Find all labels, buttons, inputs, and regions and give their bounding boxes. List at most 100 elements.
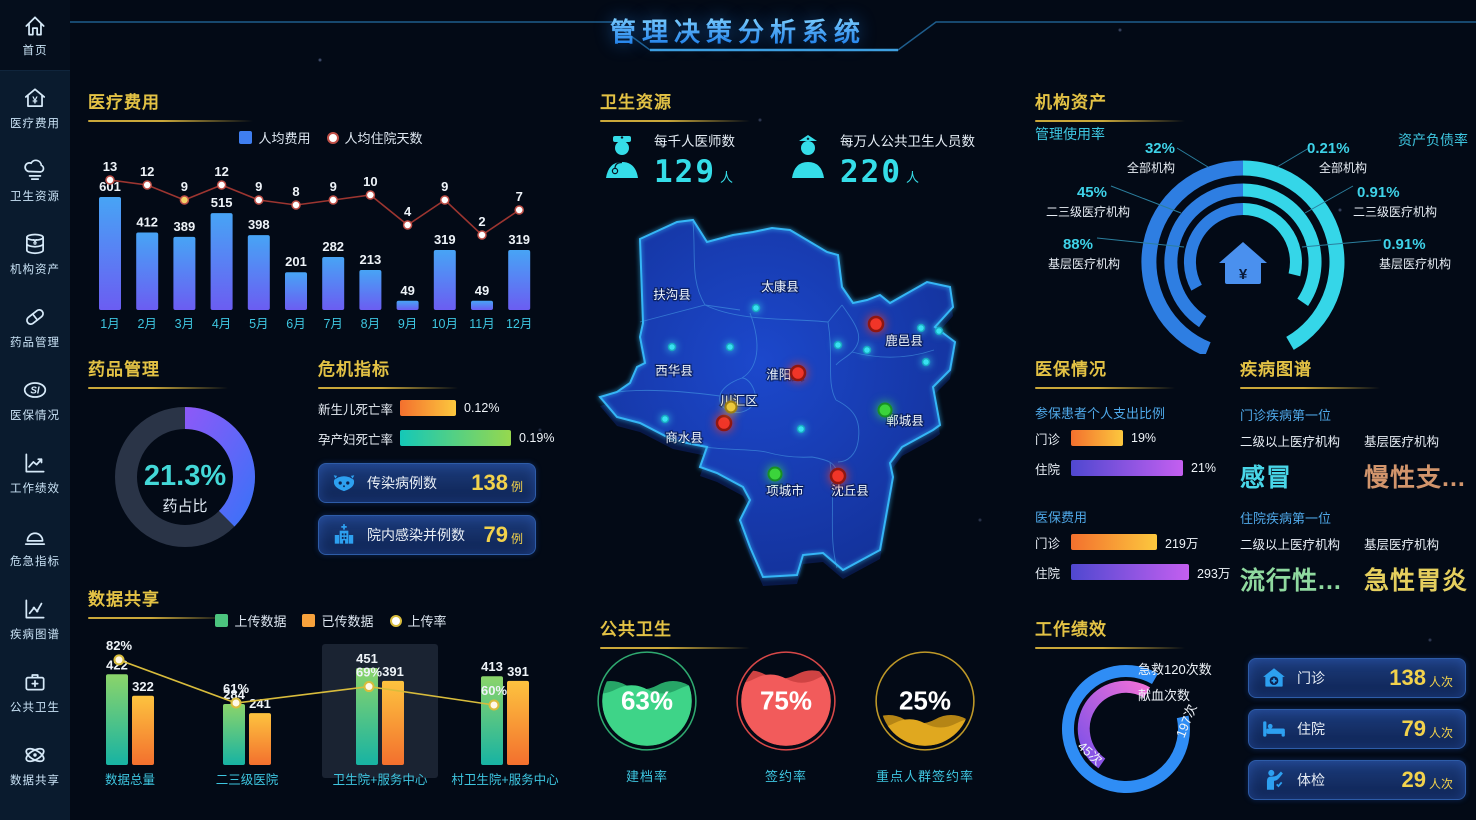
hospital-building-icon: [334, 524, 354, 544]
share-x-label: 数据总量: [105, 772, 155, 787]
house-yuan-icon: ¥: [24, 87, 46, 107]
sent-bar-value: 322: [132, 679, 154, 694]
upload-bar: [481, 676, 503, 765]
card-unit: 例: [510, 531, 523, 546]
share-x-label: 村卫生院+服务中心: [451, 772, 559, 787]
doctor-icon: [606, 136, 638, 178]
usage-all-label: 全部机构: [1126, 161, 1175, 175]
sidebar-item-label: 首页: [22, 44, 48, 57]
highlight-band: [322, 644, 438, 778]
expense-bar-value: 49: [400, 283, 414, 298]
sidebar-item-data-share[interactable]: 数据共享: [0, 728, 70, 801]
expense-x-label: 4月: [212, 317, 231, 331]
hospital-infection-card: 院内感染并例数 79 例: [318, 515, 536, 555]
sidebar-item-drug-mgmt[interactable]: 药品管理: [0, 290, 70, 363]
legend-label: 人均住院天数: [344, 131, 423, 146]
usage-grassroots-value: 88%: [1062, 236, 1093, 253]
expense-bar: [173, 236, 196, 310]
sidebar-item-label: 药品管理: [10, 336, 60, 349]
expense-x-label: 8月: [361, 317, 380, 331]
expense-x-label: 7月: [323, 317, 342, 331]
section-title: 医保情况: [1035, 360, 1107, 379]
drug-ratio-label: 药占比: [162, 498, 207, 515]
legend-item-line[interactable]: 人均住院天数: [326, 128, 423, 147]
expense-line-dot: [514, 205, 524, 215]
expense-bar-value: 389: [174, 219, 196, 234]
upload-bar: [106, 674, 128, 765]
usage-rate-subtitle: 管理使用率: [1035, 126, 1105, 142]
sidebar-item-medical-fee[interactable]: ¥ 医疗费用: [0, 71, 70, 144]
inpatient-ratio-bar: [1071, 460, 1183, 476]
expense-x-label: 6月: [286, 317, 305, 331]
sidebar-item-public-health[interactable]: 公共卫生: [0, 655, 70, 728]
upload-rate-line: [118, 659, 495, 706]
expense-line-dot: [291, 200, 301, 210]
expense-line-dot: [402, 220, 413, 230]
drug-donut-chart: 21.3% 药占比: [115, 407, 255, 547]
expense-bar-value: 398: [248, 217, 270, 232]
sidebar-item-disease-atlas[interactable]: 疾病图谱: [0, 582, 70, 655]
legend-item-sent[interactable]: 已传数据: [302, 611, 374, 630]
debt-all-label: 全部机构: [1319, 161, 1368, 175]
debt-rate-subtitle: 资产负债率: [1398, 132, 1468, 148]
bar-label: 门诊: [1035, 536, 1061, 551]
legend-item-bar[interactable]: 人均费用: [239, 128, 311, 147]
legend-item-rate[interactable]: 上传率: [389, 611, 447, 630]
svg-text:¥: ¥: [32, 95, 38, 106]
clinic-icon: [1263, 668, 1285, 687]
expense-bar: [210, 213, 233, 310]
county-boundaries: [616, 221, 935, 569]
card-unit: 例: [510, 479, 523, 494]
sidebar-item-home[interactable]: 首页: [0, 0, 70, 71]
rate-line-dot: [230, 697, 242, 709]
title-underline: [600, 647, 750, 649]
liquid-gauge-chart: 25%: [875, 651, 975, 751]
map-dot-red: [789, 364, 807, 382]
share-x-label: 卫生院+服务中心: [333, 772, 428, 787]
map-dot-cyan: [796, 424, 806, 434]
rate-value: 0.19%: [519, 431, 555, 445]
connector-line: [1301, 239, 1382, 248]
data-share-panel: 数据共享 上传数据 已传数据 上传率 422322数据总量284241二三级医院…: [88, 585, 574, 817]
gauge-label: 建档率: [625, 769, 668, 784]
card-value: 138: [1389, 665, 1426, 690]
sidebar-item-org-assets[interactable]: ¥ 机构资产: [0, 217, 70, 290]
card-label: 住院: [1297, 721, 1325, 737]
rate-label: 孕产妇死亡率: [318, 432, 394, 447]
assets-gauge-chart: ¥: [1096, 147, 1382, 354]
sent-bar: [382, 680, 404, 765]
sent-bar: [507, 680, 529, 765]
usage-all-value: 32%: [1144, 140, 1175, 157]
debt-arc: [1242, 160, 1345, 350]
page-title: 管理决策分析系统: [0, 12, 1476, 49]
disease-value: 感冒: [1240, 464, 1293, 492]
expense-bar: [359, 269, 382, 310]
expense-line-value: 12: [214, 164, 228, 179]
expense-bar: [136, 232, 159, 310]
expense-line-value: 10: [363, 174, 377, 189]
connector-line: [1176, 147, 1209, 168]
bar-label: 住院: [1035, 462, 1061, 477]
public-health-panel: 公共卫生 63% 建档率 75% 签约率 25% 重点人群签约率: [597, 615, 1030, 815]
expense-bar: [247, 235, 270, 310]
card-unit: 人次: [1428, 674, 1453, 689]
sent-bar-value: 391: [507, 664, 529, 679]
svg-text:¥: ¥: [33, 237, 38, 247]
expense-line-value: 4: [404, 204, 412, 219]
sidebar-item-health-resource[interactable]: 卫生资源: [0, 144, 70, 217]
inpatient-cost-bar: [1071, 564, 1189, 580]
data-share-chart: 422322数据总量284241二三级医院451391卫生院+服务中心41339…: [105, 640, 559, 787]
card-value: 79: [1401, 716, 1426, 741]
legend-item-upload[interactable]: 上传数据: [215, 611, 286, 630]
expense-line-value: 9: [330, 179, 337, 194]
card-value: 79: [483, 522, 508, 547]
sidebar-item-insurance[interactable]: SI 医保情况: [0, 363, 70, 436]
legend-swatch: [239, 131, 253, 144]
section-title: 医疗费用: [88, 93, 160, 112]
sidebar-item-performance[interactable]: 工作绩效: [0, 436, 70, 509]
outpatient-ratio-bar: [1071, 430, 1123, 446]
title-underline: [88, 387, 228, 389]
blood-arc: [1077, 680, 1151, 769]
sidebar-item-critical-indicators[interactable]: 危急指标: [0, 509, 70, 582]
